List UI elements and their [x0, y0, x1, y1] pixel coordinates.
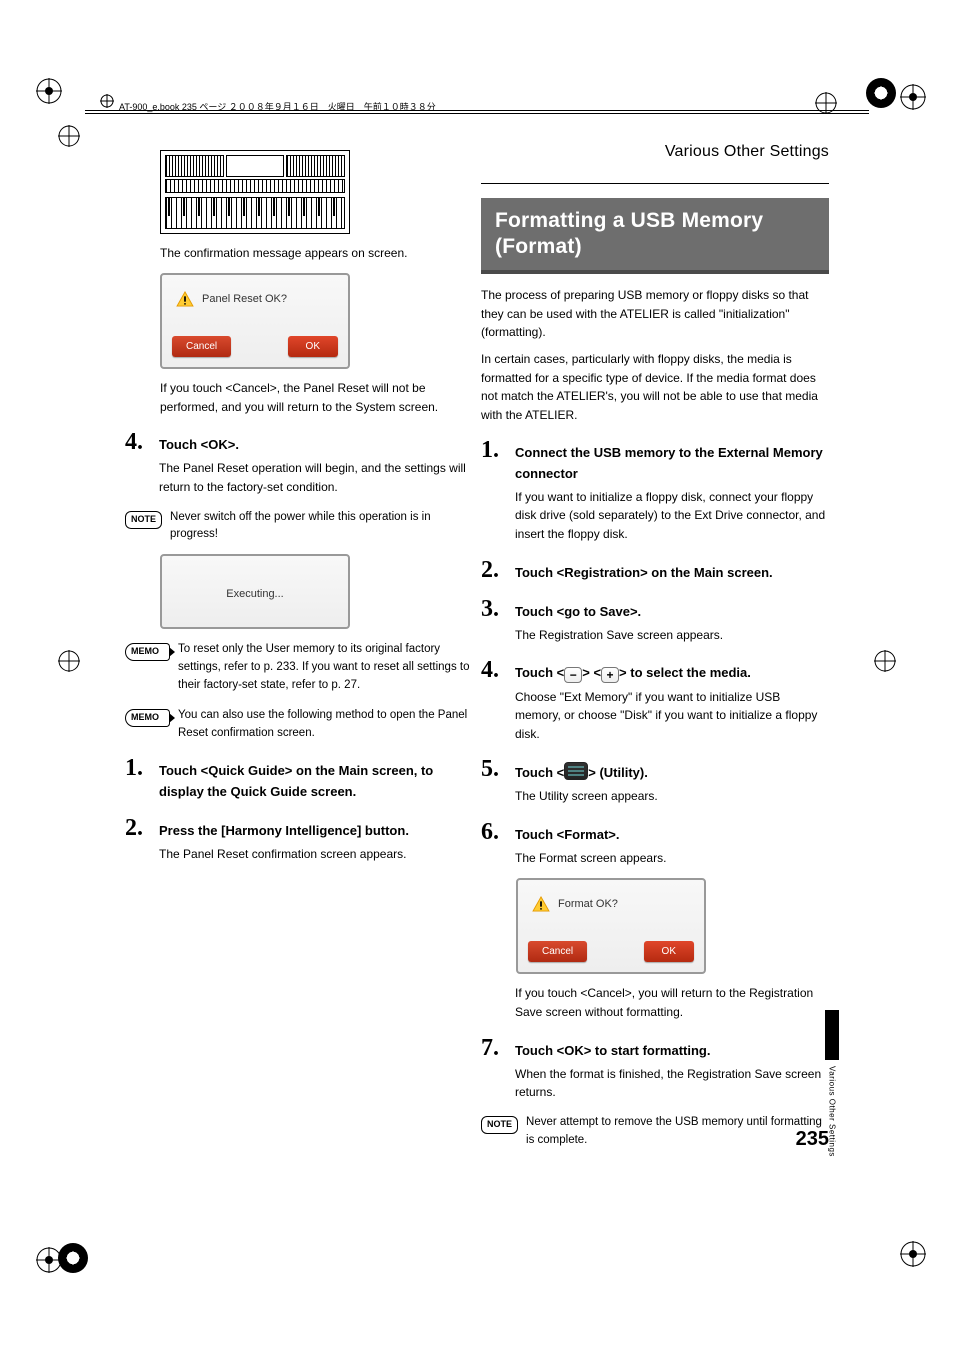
- step-3: 3 Touch <go to Save>.: [481, 597, 829, 622]
- step-1: 1 Touch <Quick Guide> on the Main screen…: [125, 756, 473, 801]
- section-header: Various Other Settings: [481, 140, 829, 165]
- content-area: The confirmation message appears on scre…: [125, 140, 829, 1231]
- note-callout: NOTE Never attempt to remove the USB mem…: [481, 1114, 829, 1150]
- note-callout: NOTE Never switch off the power while th…: [125, 509, 473, 545]
- warning-icon: [532, 896, 550, 912]
- minus-key-icon: −: [564, 667, 582, 683]
- step-title: Touch <Registration> on the Main screen.: [515, 558, 829, 583]
- crop-mark-icon: [36, 1247, 62, 1273]
- color-registration-icon: [58, 1243, 88, 1273]
- memo-tag: MEMO: [125, 709, 170, 727]
- heading-bar: Formatting a USB Memory (Format): [481, 198, 829, 275]
- cancel-note: If you touch <Cancel>, the Panel Reset w…: [160, 379, 473, 416]
- side-tab-label: Various Other Settings: [825, 1060, 837, 1157]
- memo-tag: MEMO: [125, 643, 170, 661]
- step-2: 2 Touch <Registration> on the Main scree…: [481, 558, 829, 583]
- panel-reset-dialog: Panel Reset OK? Cancel OK: [160, 273, 350, 370]
- step-body: The Format screen appears.: [515, 849, 829, 868]
- side-tab-marker: [825, 1010, 839, 1060]
- step-title: Touch <> (Utility).: [515, 757, 829, 783]
- ok-button[interactable]: OK: [288, 336, 338, 358]
- step-number: 4: [481, 658, 515, 683]
- step-5: 5 Touch <> (Utility).: [481, 757, 829, 783]
- step-number: 2: [125, 816, 159, 841]
- step-title: Touch <go to Save>.: [515, 597, 829, 622]
- executing-dialog: Executing...: [160, 554, 350, 629]
- keyboard-figure: [160, 150, 350, 234]
- step-title: Touch <OK>.: [159, 430, 473, 455]
- note-text: Never switch off the power while this op…: [170, 509, 473, 545]
- cancel-button[interactable]: Cancel: [172, 336, 231, 358]
- memo-text: You can also use the following method to…: [178, 707, 473, 743]
- left-column: The confirmation message appears on scre…: [125, 140, 473, 867]
- dialog-message: Executing...: [172, 586, 338, 603]
- warning-icon: [176, 291, 194, 307]
- side-target-icon: [58, 125, 80, 147]
- crop-mark-icon: [36, 78, 62, 104]
- header-rule: [85, 110, 869, 120]
- step-6: 6 Touch <Format>.: [481, 820, 829, 845]
- memo-text: To reset only the User memory to its ori…: [178, 641, 473, 694]
- step-title: Touch <Format>.: [515, 820, 829, 845]
- memo-callout: MEMO To reset only the User memory to it…: [125, 641, 473, 694]
- cancel-button[interactable]: Cancel: [528, 941, 587, 963]
- side-target-icon: [58, 650, 80, 672]
- step-body: The Registration Save screen appears.: [515, 626, 829, 645]
- page: AT-900_e.book 235 ページ ２００８年９月１６日 火曜日 午前１…: [0, 0, 954, 1351]
- section-rule: [481, 183, 829, 184]
- step-title: Press the [Harmony Intelligence] button.: [159, 816, 473, 841]
- step-body: When the format is finished, the Registr…: [515, 1065, 829, 1102]
- crop-mark-icon: [900, 84, 926, 110]
- step-body: Choose "Ext Memory" if you want to initi…: [515, 688, 829, 744]
- step-number: 7: [481, 1036, 515, 1061]
- step-2: 2 Press the [Harmony Intelligence] butto…: [125, 816, 473, 841]
- note-tag: NOTE: [125, 511, 162, 529]
- format-cancel-text: If you touch <Cancel>, you will return t…: [515, 984, 829, 1021]
- step-title: Touch <OK> to start formatting.: [515, 1036, 829, 1061]
- step-title: Connect the USB memory to the External M…: [515, 438, 829, 483]
- step-title: Touch <Quick Guide> on the Main screen, …: [159, 756, 473, 801]
- confirm-text: The confirmation message appears on scre…: [160, 244, 473, 263]
- step-4: 4 Touch <OK>.: [125, 430, 473, 455]
- step-title: Touch <−> <+> to select the media.: [515, 658, 829, 683]
- step-number: 2: [481, 558, 515, 583]
- step-1: 1 Connect the USB memory to the External…: [481, 438, 829, 483]
- step-number: 1: [125, 756, 159, 801]
- step-number: 4: [125, 430, 159, 455]
- plus-key-icon: +: [601, 667, 619, 683]
- right-column: Various Other Settings Formatting a USB …: [481, 140, 829, 1155]
- utility-key-icon: [564, 762, 588, 780]
- step-body: If you want to initialize a floppy disk,…: [515, 488, 829, 544]
- dialog-message: Panel Reset OK?: [202, 291, 287, 308]
- step-body: The Panel Reset confirmation screen appe…: [159, 845, 473, 864]
- side-tab: Various Other Settings: [825, 1010, 839, 1120]
- step-4: 4 Touch <−> <+> to select the media.: [481, 658, 829, 683]
- ok-button[interactable]: OK: [644, 941, 694, 963]
- step-number: 5: [481, 757, 515, 783]
- dialog-message: Format OK?: [558, 896, 618, 913]
- step-number: 3: [481, 597, 515, 622]
- format-dialog: Format OK? Cancel OK: [516, 878, 706, 975]
- side-target-icon: [874, 650, 896, 672]
- memo-callout: MEMO You can also use the following meth…: [125, 707, 473, 743]
- intro-text: The process of preparing USB memory or f…: [481, 286, 829, 342]
- step-body: The Panel Reset operation will begin, an…: [159, 459, 473, 496]
- note-tag: NOTE: [481, 1116, 518, 1134]
- step-7: 7 Touch <OK> to start formatting.: [481, 1036, 829, 1061]
- color-registration-icon: [866, 78, 896, 108]
- step-number: 6: [481, 820, 515, 845]
- note-text: Never attempt to remove the USB memory u…: [526, 1114, 829, 1150]
- crop-mark-icon: [900, 1241, 926, 1267]
- intro-text: In certain cases, particularly with flop…: [481, 350, 829, 424]
- page-number: 235: [796, 1124, 829, 1155]
- step-number: 1: [481, 438, 515, 483]
- step-body: The Utility screen appears.: [515, 787, 829, 806]
